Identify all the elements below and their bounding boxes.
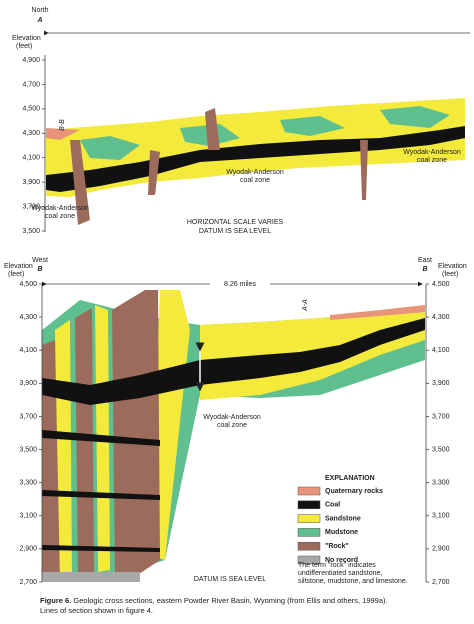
top-ticks: 4,900 4,700 4,500 4,300 4,100 3,900 3,700 3,500 <box>22 57 45 235</box>
y-tick-label: 2,900 <box>19 546 37 553</box>
section-marker: A-A <box>302 299 309 312</box>
coal-zone-label: Wyodak-Anderson <box>403 149 461 156</box>
legend-swatch <box>297 514 321 523</box>
y-tick-label: 3,100 <box>432 513 450 520</box>
note: DATUM IS SEA LEVEL <box>199 228 271 235</box>
note: DATUM IS SEA LEVEL <box>194 576 266 583</box>
y-tick-label: 3,300 <box>432 480 450 487</box>
y-tick-label: 3,700 <box>432 413 450 420</box>
top-section <box>46 98 465 225</box>
y-tick-label: 4,500 <box>432 281 450 288</box>
y-tick-label: 4,100 <box>19 347 37 354</box>
caption: Lines of section shown in figure 4. <box>40 606 153 615</box>
coal-zone-label: Wyodak-Anderson <box>226 169 284 176</box>
y-tick-label: 4,500 <box>22 106 40 113</box>
legend-swatch <box>297 500 321 510</box>
coal-zone-label: coal zone <box>240 177 270 184</box>
y-tick-label: 4,300 <box>22 130 40 137</box>
coal-zone-label: Wyodak-Anderson <box>31 205 89 212</box>
elevation-label: Elevation <box>438 263 467 270</box>
y-tick-label: 4,300 <box>432 314 450 321</box>
y-tick-label: 3,500 <box>19 446 37 453</box>
distance: 8.26 miles <box>224 281 256 288</box>
coal-zone-label: coal zone <box>45 213 75 220</box>
y-tick-label: 4,700 <box>22 81 40 88</box>
legend-swatch <box>297 486 321 496</box>
y-tick-label: 2,900 <box>432 546 450 553</box>
legend-label: Quaternary rocks <box>325 488 383 495</box>
y-tick-label: 3,500 <box>432 446 450 453</box>
legend-swatch <box>297 541 321 551</box>
y-tick-label: 2,700 <box>432 579 450 586</box>
bottom-section <box>42 290 425 582</box>
legend-note: siltstone, mudstone, and limestone. <box>298 578 408 585</box>
direction: North <box>31 7 48 14</box>
east: East <box>418 257 432 264</box>
y-tick-label: 4,900 <box>22 57 40 64</box>
y-tick-label: 3,500 <box>22 228 40 235</box>
y-tick-label: 2,700 <box>19 579 37 586</box>
coal-zone-label: coal zone <box>217 422 247 429</box>
note: HORIZONTAL SCALE VARIES <box>187 219 284 226</box>
caption: Figure 6. Geologic cross sections, easte… <box>40 596 388 605</box>
coal-zone-label: coal zone <box>417 157 447 164</box>
legend-note: undifferentiated sandstone, <box>298 570 382 577</box>
legend-label: "Rock" <box>325 543 349 550</box>
section-end: A <box>36 17 42 24</box>
caption-text: Geologic cross sections, eastern Powder … <box>73 596 387 605</box>
y-tick-label: 4,300 <box>19 314 37 321</box>
y-tick-label: 3,900 <box>19 380 37 387</box>
y-tick-label: 3,300 <box>19 480 37 487</box>
y-tick-label: 4,100 <box>22 155 40 162</box>
legend-label: Sandstone <box>325 515 361 522</box>
legend-label: Mudstone <box>325 529 358 536</box>
y-tick-label: 4,500 <box>19 281 37 288</box>
elevation-label: (feet) <box>8 271 24 278</box>
legend-note: The term "rock" indicates <box>298 562 376 569</box>
y-tick-label: 3,900 <box>22 179 40 186</box>
elevation-label: Elevation <box>12 35 41 42</box>
legend-swatch <box>297 555 321 565</box>
section-marker: B-B <box>59 119 66 131</box>
elevation-label: (feet) <box>16 43 32 50</box>
y-tick-label: 3,900 <box>432 380 450 387</box>
legend-label: Coal <box>325 502 340 509</box>
west: West <box>32 257 48 264</box>
section-end: B <box>422 266 427 273</box>
elevation-label: (feet) <box>442 271 458 278</box>
legend-title: EXPLANATION <box>325 475 375 482</box>
y-tick-label: 3,700 <box>19 413 37 420</box>
coal-zone-label: Wyodak-Anderson <box>203 414 261 421</box>
caption-label: Figure 6. <box>40 596 71 605</box>
legend: Quaternary rocks Coal Sandstone Mudstone "Ro… <box>297 486 383 565</box>
section-end: B <box>37 266 42 273</box>
legend-label: No record <box>325 557 358 564</box>
y-tick-label: 3,100 <box>19 513 37 520</box>
y-tick-label: 3,700 <box>22 203 40 210</box>
legend-swatch <box>297 528 321 537</box>
elevation-label: Elevation <box>4 263 33 270</box>
bottom-ticks: 4,500 4,500 4,300 4,300 4,100 4,100 3,900 3,900… <box>19 281 449 586</box>
y-tick-label: 4,100 <box>432 347 450 354</box>
